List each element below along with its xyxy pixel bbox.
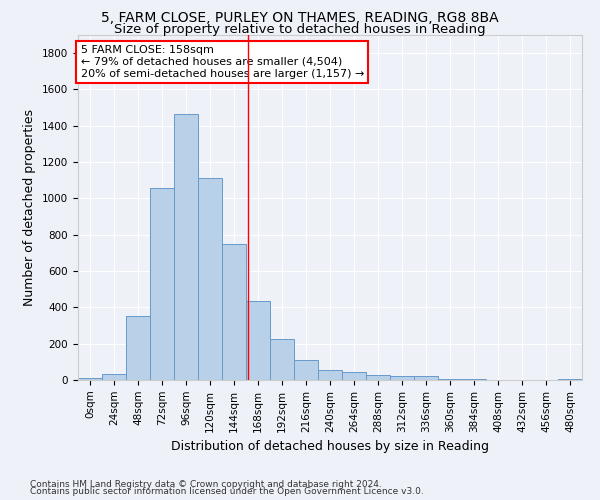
- Bar: [438, 379, 462, 380]
- Bar: [366, 374, 390, 380]
- X-axis label: Distribution of detached houses by size in Reading: Distribution of detached houses by size …: [171, 440, 489, 453]
- Text: Contains public sector information licensed under the Open Government Licence v3: Contains public sector information licen…: [30, 487, 424, 496]
- Bar: [390, 376, 414, 380]
- Text: 5, FARM CLOSE, PURLEY ON THAMES, READING, RG8 8BA: 5, FARM CLOSE, PURLEY ON THAMES, READING…: [101, 11, 499, 25]
- Bar: [414, 376, 438, 380]
- Text: Size of property relative to detached houses in Reading: Size of property relative to detached ho…: [114, 22, 486, 36]
- Y-axis label: Number of detached properties: Number of detached properties: [23, 109, 37, 306]
- Bar: [342, 372, 366, 380]
- Bar: [270, 339, 294, 380]
- Bar: [318, 370, 342, 380]
- Text: 5 FARM CLOSE: 158sqm
← 79% of detached houses are smaller (4,504)
20% of semi-de: 5 FARM CLOSE: 158sqm ← 79% of detached h…: [80, 46, 364, 78]
- Bar: [174, 114, 198, 380]
- Bar: [198, 178, 222, 380]
- Bar: [150, 188, 174, 380]
- Bar: [222, 244, 246, 380]
- Bar: [126, 316, 150, 380]
- Text: Contains HM Land Registry data © Crown copyright and database right 2024.: Contains HM Land Registry data © Crown c…: [30, 480, 382, 489]
- Bar: [462, 379, 486, 380]
- Bar: [246, 301, 270, 380]
- Bar: [78, 378, 102, 380]
- Bar: [102, 374, 126, 380]
- Bar: [558, 379, 582, 380]
- Bar: [294, 360, 318, 380]
